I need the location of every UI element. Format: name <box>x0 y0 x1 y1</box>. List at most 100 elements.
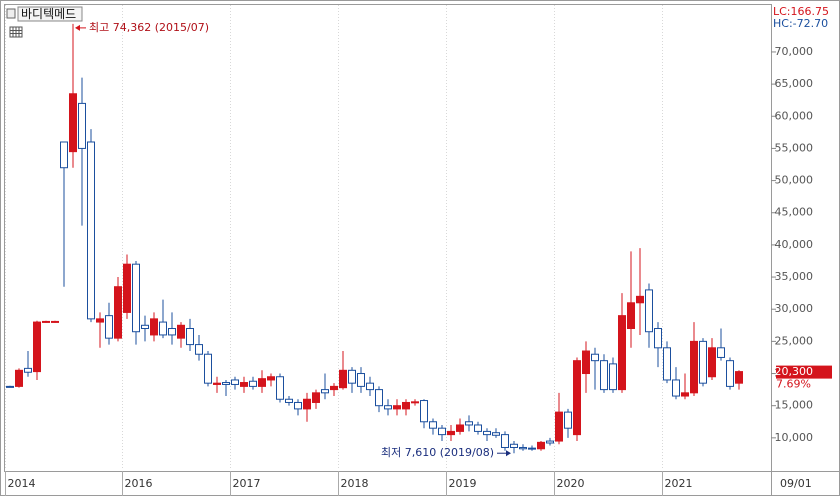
candle-body <box>78 102 86 149</box>
change-label: 7.69% <box>776 378 811 391</box>
candle-body <box>555 411 563 442</box>
candle-body <box>708 347 716 378</box>
candle-body <box>6 385 14 388</box>
candle-body <box>483 430 491 436</box>
candle-body <box>663 347 671 381</box>
candle-body <box>537 441 545 450</box>
low-arrow-head <box>506 450 511 457</box>
candle-body <box>510 443 518 448</box>
high-arrow-head <box>75 24 80 31</box>
candle-body <box>609 363 617 391</box>
x-tick-label: 2019 <box>449 477 477 490</box>
candle-body <box>564 411 572 429</box>
candle-body <box>474 424 482 432</box>
x-end-label: 09/01 <box>780 477 812 490</box>
candle-body <box>582 350 590 375</box>
candle-body <box>402 401 410 410</box>
y-tick-label: 60,000 <box>775 109 814 122</box>
candle-body <box>366 382 374 391</box>
candle-body <box>627 302 635 330</box>
candle-body <box>42 320 50 323</box>
candle-body <box>429 421 437 429</box>
candle-body <box>141 324 149 330</box>
x-tick-label: 2017 <box>233 477 261 490</box>
candle-body <box>501 434 509 448</box>
chart-title: 바디텍메드 <box>21 7 76 21</box>
candle-body <box>681 392 689 397</box>
candle-body <box>699 340 707 384</box>
y-tick-label: 70,000 <box>775 45 814 58</box>
candle-body <box>600 360 608 391</box>
candle-body <box>213 382 221 385</box>
candle-body <box>519 446 527 450</box>
candle-body <box>654 328 662 349</box>
candle-body <box>384 405 392 410</box>
lc-label: LC:166.75 <box>773 5 829 18</box>
candle-body <box>123 263 131 313</box>
candle-body <box>645 289 653 333</box>
hc-label: HC:-72.70 <box>773 17 828 30</box>
candle-body <box>96 318 104 323</box>
y-tick-label: 45,000 <box>775 206 814 219</box>
candle-body <box>573 360 581 436</box>
high-annotation: 최고 74,362 (2015/07) <box>89 21 209 34</box>
y-tick-label: 65,000 <box>775 77 814 90</box>
candle-body <box>411 401 419 404</box>
candle-body <box>168 328 176 336</box>
candle-body <box>51 320 59 323</box>
candle-body <box>717 347 725 358</box>
candle-body <box>15 369 23 387</box>
grid-icon-lines <box>10 27 22 37</box>
candle-body <box>591 353 599 362</box>
x-tick-label: 2014 <box>8 477 36 490</box>
candle-body <box>177 324 185 339</box>
candle-body <box>393 405 401 410</box>
y-tick-label: 40,000 <box>775 238 814 251</box>
candle-body <box>447 430 455 436</box>
candle-body <box>33 321 41 373</box>
candle-body <box>258 378 266 387</box>
y-tick-label: 10,000 <box>775 431 814 444</box>
title-box[interactable] <box>17 6 83 22</box>
y-tick-label: 15,000 <box>775 399 814 412</box>
candle-body <box>546 440 554 444</box>
candle-body <box>330 385 338 391</box>
candle-body <box>231 379 239 385</box>
candle-body <box>672 379 680 397</box>
candle-body <box>618 315 626 391</box>
candle-body <box>267 376 275 381</box>
x-tick-label: 2018 <box>341 477 369 490</box>
candle-body <box>276 376 284 400</box>
candle-body <box>240 382 248 387</box>
x-tick-label: 2021 <box>665 477 693 490</box>
candle-body <box>690 340 698 394</box>
candle-body <box>60 141 68 169</box>
candle-body <box>438 427 446 436</box>
x-tick-label: 2016 <box>125 477 153 490</box>
candle-body <box>357 373 365 387</box>
candle-body <box>735 371 743 384</box>
candle-body <box>456 424 464 432</box>
candle-body <box>492 432 500 436</box>
menu-icon[interactable] <box>6 8 16 19</box>
current-price-box <box>776 365 832 379</box>
y-tick-label: 25,000 <box>775 334 814 347</box>
candle-body <box>339 369 347 389</box>
candle-body <box>222 382 230 385</box>
candle-body <box>114 286 122 339</box>
current-price-label: 20,300 <box>775 365 814 378</box>
candle-body <box>150 318 158 336</box>
y-tick-label: 30,000 <box>775 302 814 315</box>
candle-body <box>285 398 293 403</box>
candle-body <box>303 398 311 410</box>
candle-body <box>636 295 644 304</box>
candle-body <box>528 447 536 450</box>
candle-body <box>465 421 473 426</box>
candle-body <box>87 141 95 320</box>
candle-body <box>132 263 140 333</box>
candle-body <box>312 392 320 403</box>
candle-body <box>294 401 302 410</box>
candle-body <box>321 389 329 394</box>
candle-body <box>69 93 77 153</box>
